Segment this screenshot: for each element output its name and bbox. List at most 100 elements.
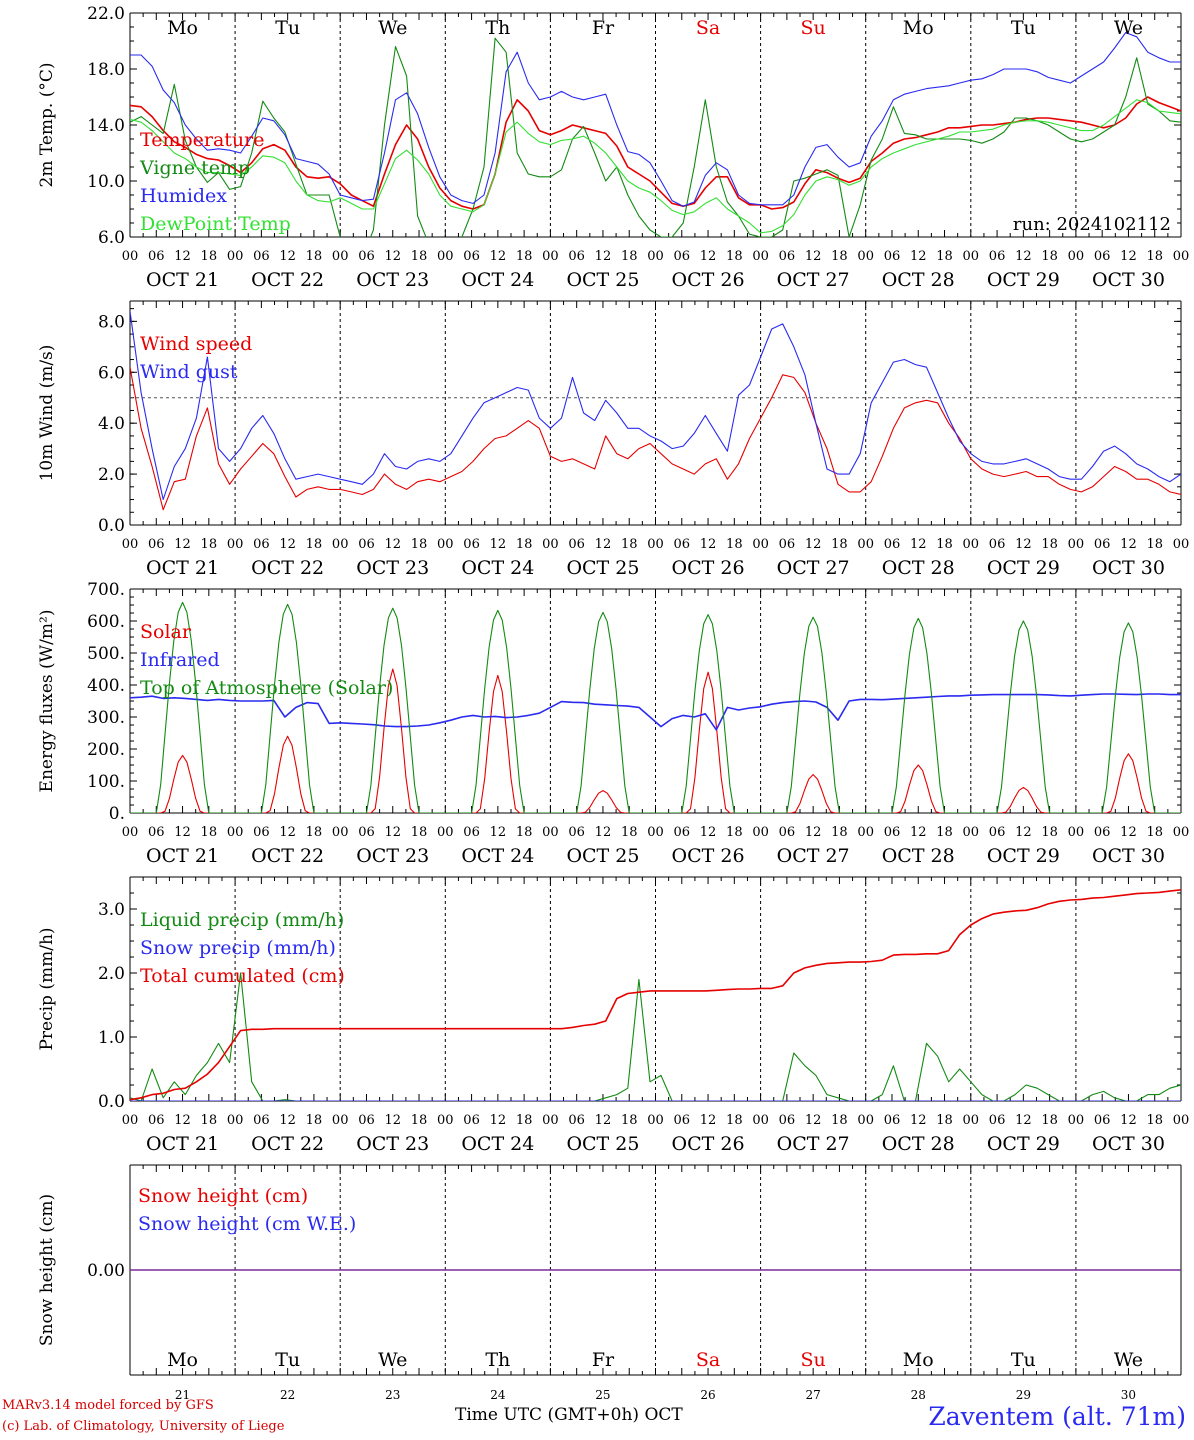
y-tick-label: 400.	[87, 676, 125, 696]
hour-tick-label: 18	[936, 249, 953, 264]
hour-tick-label: 00	[437, 249, 454, 264]
day-number-label: 30	[1121, 1388, 1136, 1402]
hour-tick-label: 18	[411, 1113, 428, 1128]
day-number-label: 29	[1016, 1388, 1031, 1402]
series-top-of-atmosphere-solar	[130, 601, 1181, 813]
hour-tick-label: 18	[621, 1113, 638, 1128]
hour-tick-label: 00	[437, 825, 454, 840]
hour-tick-label: 18	[831, 249, 848, 264]
hour-tick-label: 00	[1173, 537, 1190, 552]
weekday-label: Th	[485, 17, 510, 39]
series-vigne-temp	[130, 37, 1181, 237]
series-humidex	[130, 32, 1181, 207]
run-label: run: 2024102112	[1013, 214, 1171, 235]
y-tick-label: 3.0	[98, 900, 125, 920]
date-label: OCT 21	[146, 557, 219, 579]
hour-tick-label: 12	[1015, 249, 1032, 264]
hour-tick-label: 00	[332, 249, 349, 264]
hour-tick-label: 12	[490, 825, 507, 840]
hour-tick-label: 18	[1041, 249, 1058, 264]
hour-tick-label: 00	[122, 1113, 139, 1128]
y-tick-label: 6.0	[98, 363, 125, 383]
hour-tick-label: 12	[1015, 537, 1032, 552]
hour-tick-label: 12	[700, 1113, 717, 1128]
date-label: OCT 23	[356, 557, 429, 579]
hour-tick-label: 00	[857, 825, 874, 840]
hour-tick-label: 12	[490, 249, 507, 264]
series-infrared	[130, 693, 1181, 731]
hour-tick-label: 18	[306, 249, 323, 264]
hour-tick-label: 12	[279, 1113, 296, 1128]
hour-tick-label: 12	[700, 537, 717, 552]
y-axis-title: 10m Wind (m/s)	[37, 345, 57, 482]
date-label: OCT 25	[566, 845, 639, 867]
y-tick-label: 2.0	[98, 465, 125, 485]
hour-tick-label: 06	[253, 825, 270, 840]
hour-tick-label: 06	[358, 825, 375, 840]
hour-tick-label: 00	[1173, 249, 1190, 264]
legend-entry: Snow height (cm)	[138, 1185, 308, 1207]
day-number-label: 27	[806, 1388, 821, 1402]
day-number-label: 23	[385, 1388, 400, 1402]
y-tick-label: 0.0	[98, 516, 125, 536]
legend-entry: Humidex	[140, 185, 227, 207]
weekday-label: We	[1114, 17, 1143, 39]
y-tick-label: 8.0	[98, 312, 125, 332]
date-label: OCT 26	[672, 557, 745, 579]
hour-tick-label: 06	[884, 825, 901, 840]
date-label: OCT 30	[1092, 557, 1165, 579]
hour-tick-label: 12	[1015, 825, 1032, 840]
weekday-label: We	[378, 1349, 407, 1371]
weekday-label: Mo	[903, 17, 934, 39]
hour-tick-label: 06	[779, 537, 796, 552]
hour-tick-label: 00	[857, 249, 874, 264]
date-label: OCT 28	[882, 845, 955, 867]
hour-tick-label: 00	[1068, 249, 1085, 264]
hour-tick-label: 00	[647, 825, 664, 840]
hour-tick-label: 00	[752, 825, 769, 840]
weekday-label: We	[1114, 1349, 1143, 1371]
weekday-label: Tu	[275, 1349, 300, 1371]
hour-tick-label: 00	[1068, 825, 1085, 840]
hour-tick-label: 18	[621, 249, 638, 264]
hour-tick-label: 06	[674, 825, 691, 840]
legend-entry: Top of Atmosphere (Solar)	[140, 677, 393, 699]
hour-tick-label: 18	[516, 1113, 533, 1128]
hour-tick-label: 12	[910, 1113, 927, 1128]
date-label: OCT 26	[672, 845, 745, 867]
date-label: OCT 29	[987, 1133, 1060, 1155]
plot-lines	[130, 311, 1181, 511]
y-tick-label: 0.	[109, 804, 125, 824]
hour-tick-label: 06	[884, 537, 901, 552]
date-label: OCT 22	[251, 557, 324, 579]
hour-tick-label: 12	[910, 249, 927, 264]
hour-tick-label: 12	[384, 537, 401, 552]
series-liquid-precip-mm-h	[130, 972, 1181, 1101]
plot-lines	[130, 32, 1181, 237]
hour-tick-label: 06	[779, 249, 796, 264]
weekday-label: Su	[801, 1349, 826, 1371]
hour-tick-label: 00	[542, 249, 559, 264]
hour-tick-label: 12	[1015, 1113, 1032, 1128]
hour-tick-label: 12	[174, 249, 191, 264]
date-label: OCT 22	[251, 1133, 324, 1155]
day-number-label: 25	[595, 1388, 610, 1402]
hour-tick-label: 12	[595, 249, 612, 264]
date-label: OCT 23	[356, 1133, 429, 1155]
hour-tick-label: 06	[148, 537, 165, 552]
date-label: OCT 24	[461, 269, 534, 291]
hour-tick-label: 18	[936, 825, 953, 840]
series-dewpoint-temp	[130, 99, 1181, 234]
hour-tick-label: 06	[358, 537, 375, 552]
hour-tick-label: 18	[1041, 1113, 1058, 1128]
weekday-label: Mo	[903, 1349, 934, 1371]
hour-tick-label: 00	[963, 825, 980, 840]
hour-tick-label: 12	[490, 1113, 507, 1128]
hour-tick-label: 12	[384, 1113, 401, 1128]
hour-tick-label: 12	[174, 1113, 191, 1128]
hour-tick-label: 00	[437, 537, 454, 552]
hour-tick-label: 18	[1146, 1113, 1163, 1128]
panel-3: 0. 100. 200. 300. 400. 500. 600. 700. Energy flu…	[37, 580, 1189, 867]
date-label: OCT 30	[1092, 845, 1165, 867]
weekday-label: Fr	[592, 17, 615, 39]
